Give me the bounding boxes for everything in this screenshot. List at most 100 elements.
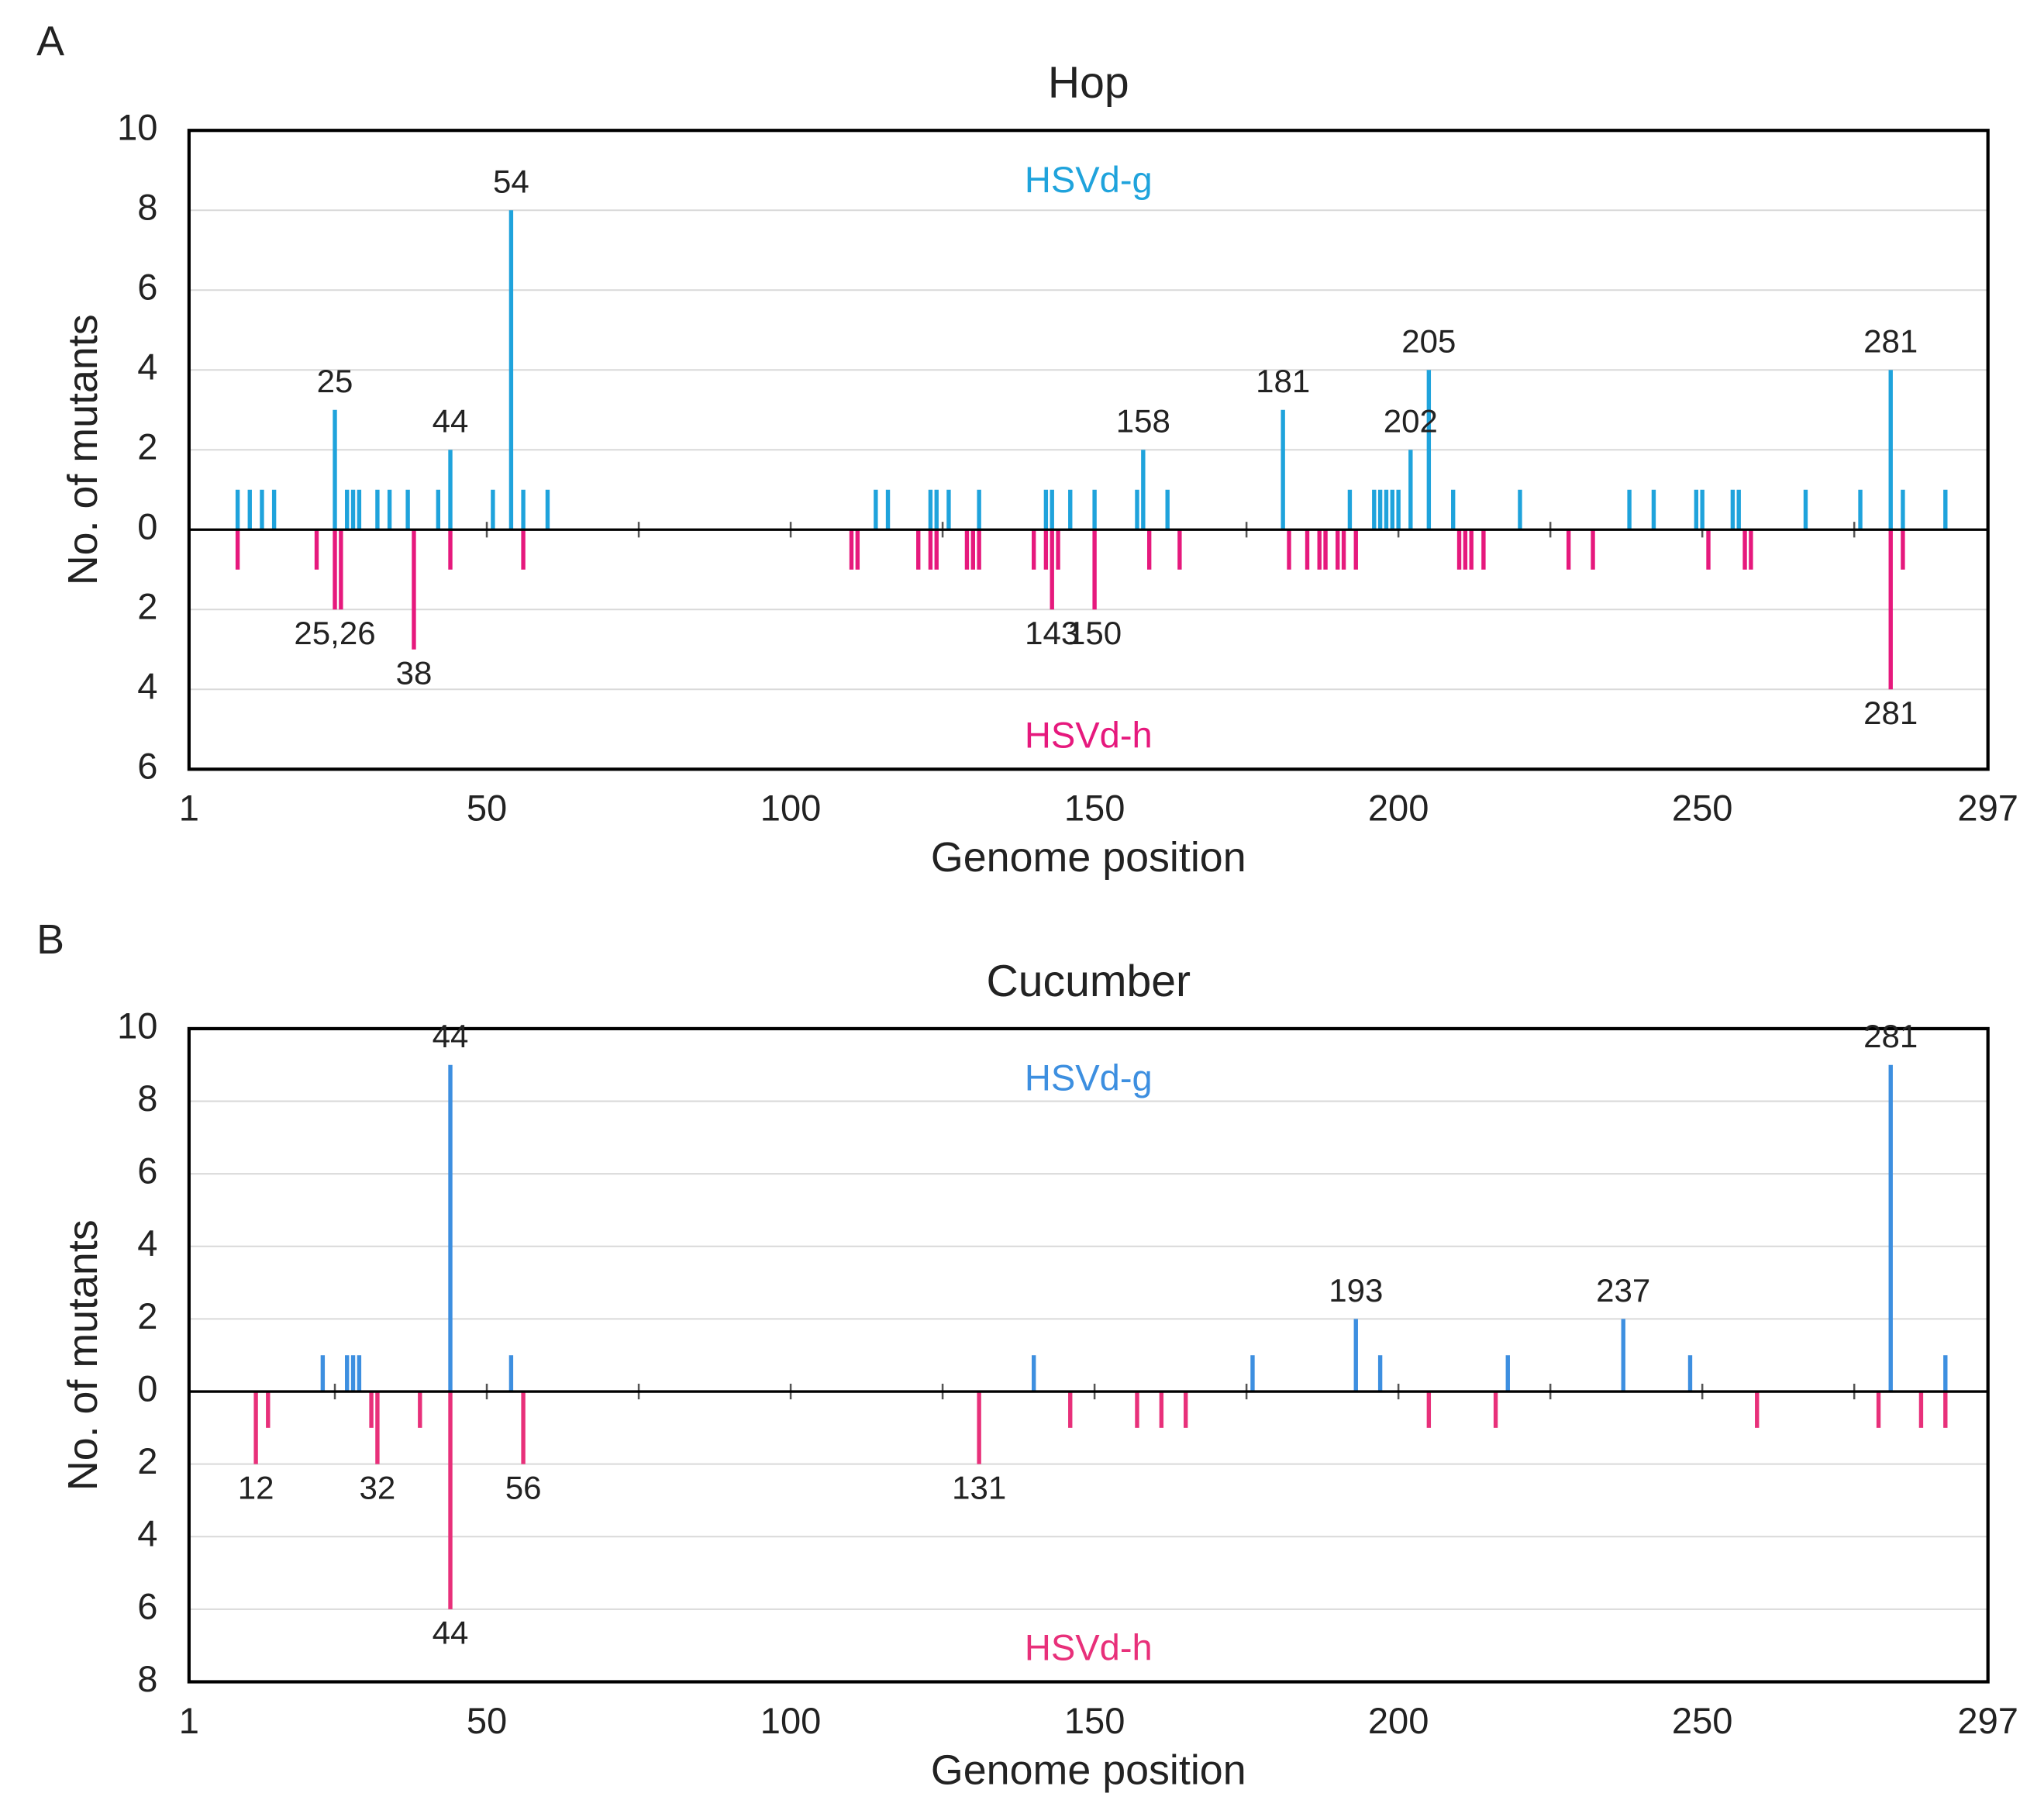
- bar: [1888, 1064, 1893, 1392]
- y-tick-label: 6: [137, 1150, 157, 1191]
- plot-frame: [187, 129, 1990, 771]
- annotation: 44: [433, 1018, 469, 1054]
- annotation: 143: [1025, 615, 1079, 651]
- bar: [1177, 529, 1182, 570]
- bar: [508, 210, 514, 530]
- annotation: 150: [1067, 615, 1122, 651]
- bar: [885, 489, 891, 530]
- x-tick-label: 1: [179, 1700, 199, 1741]
- bar: [1621, 1319, 1625, 1392]
- annotation: 237: [1596, 1272, 1650, 1309]
- bar: [253, 1391, 258, 1464]
- annotation: 25: [317, 363, 353, 399]
- bar: [1043, 489, 1049, 530]
- x-axis-label: Genome position: [931, 1747, 1246, 1793]
- bar: [320, 1355, 326, 1392]
- bar: [339, 529, 343, 610]
- x-tick-label: 150: [1064, 1700, 1125, 1741]
- bar: [977, 489, 981, 530]
- series-label: HSVd-g: [1025, 1057, 1153, 1098]
- bar: [314, 529, 319, 570]
- bar: [545, 489, 550, 530]
- bar: [1032, 529, 1036, 570]
- bar: [1901, 489, 1905, 530]
- bar: [1456, 529, 1462, 570]
- x-tick-label: 100: [760, 1700, 822, 1741]
- bar: [1305, 529, 1310, 570]
- bar: [1694, 489, 1699, 530]
- y-tick-label: 6: [137, 267, 157, 308]
- bar: [1287, 529, 1291, 570]
- bar: [1888, 529, 1893, 690]
- bar: [350, 489, 356, 530]
- bar: [1651, 489, 1656, 530]
- bar: [448, 1064, 453, 1392]
- bar: [1518, 489, 1522, 530]
- bar: [946, 489, 951, 530]
- y-tick-label: 2: [137, 1440, 157, 1481]
- bar: [1876, 1391, 1881, 1428]
- bar: [1451, 489, 1456, 530]
- bar: [357, 1355, 362, 1392]
- bar: [1092, 529, 1097, 610]
- bar: [1032, 1355, 1036, 1392]
- y-tick-label: 10: [117, 1005, 157, 1046]
- bar: [271, 489, 277, 530]
- bar: [1396, 489, 1401, 530]
- bar: [1943, 1355, 1948, 1392]
- bar: [235, 529, 240, 570]
- annotation: 193: [1329, 1272, 1383, 1309]
- bar: [1426, 1391, 1432, 1428]
- x-tick-label: 200: [1368, 1700, 1429, 1741]
- bar: [1384, 489, 1389, 530]
- bar: [1901, 529, 1905, 570]
- bar: [1353, 1319, 1358, 1392]
- bar: [874, 489, 878, 530]
- bar: [1566, 529, 1571, 570]
- bar: [1092, 489, 1097, 530]
- bar: [1755, 1391, 1760, 1428]
- y-tick-label: 2: [137, 586, 157, 627]
- chart-title: Hop: [1048, 58, 1129, 108]
- bar: [448, 1391, 453, 1609]
- bar: [1627, 489, 1632, 530]
- annotation: 202: [1384, 403, 1438, 440]
- bar: [1481, 529, 1486, 570]
- bar: [260, 489, 264, 530]
- bar: [934, 489, 939, 530]
- bar: [1803, 489, 1808, 530]
- bar: [418, 1391, 422, 1428]
- bar: [1050, 489, 1054, 530]
- bar: [928, 529, 933, 570]
- bar: [1700, 489, 1704, 530]
- bar: [1050, 529, 1054, 610]
- bar: [964, 529, 970, 570]
- bar: [1426, 370, 1432, 530]
- panel-label: B: [36, 916, 64, 963]
- y-tick-label: 0: [137, 506, 157, 547]
- bar: [1736, 489, 1741, 530]
- annotation: 181: [1256, 363, 1310, 399]
- y-tick-label: 0: [137, 1367, 157, 1409]
- x-tick-label: 250: [1672, 788, 1733, 829]
- bar: [333, 529, 337, 610]
- annotation: 205: [1401, 323, 1456, 360]
- bar: [1742, 529, 1747, 570]
- bar: [1146, 529, 1152, 570]
- bar: [1317, 529, 1322, 570]
- bar: [1706, 529, 1711, 570]
- y-tick-label: 6: [137, 1585, 157, 1626]
- bar: [1372, 489, 1377, 530]
- x-tick-label: 297: [1957, 788, 2018, 829]
- series-label: HSVd-h: [1025, 1627, 1153, 1668]
- bar: [1068, 1391, 1073, 1428]
- y-axis-label: No. of mutants: [60, 1219, 106, 1491]
- x-axis-label: Genome position: [931, 834, 1246, 881]
- annotation: 131: [952, 1469, 1006, 1505]
- bar: [1341, 529, 1346, 570]
- bar: [375, 489, 380, 530]
- bar: [436, 489, 441, 530]
- series-label: HSVd-g: [1025, 159, 1153, 200]
- annotation: 158: [1116, 403, 1170, 440]
- bar: [1749, 529, 1753, 570]
